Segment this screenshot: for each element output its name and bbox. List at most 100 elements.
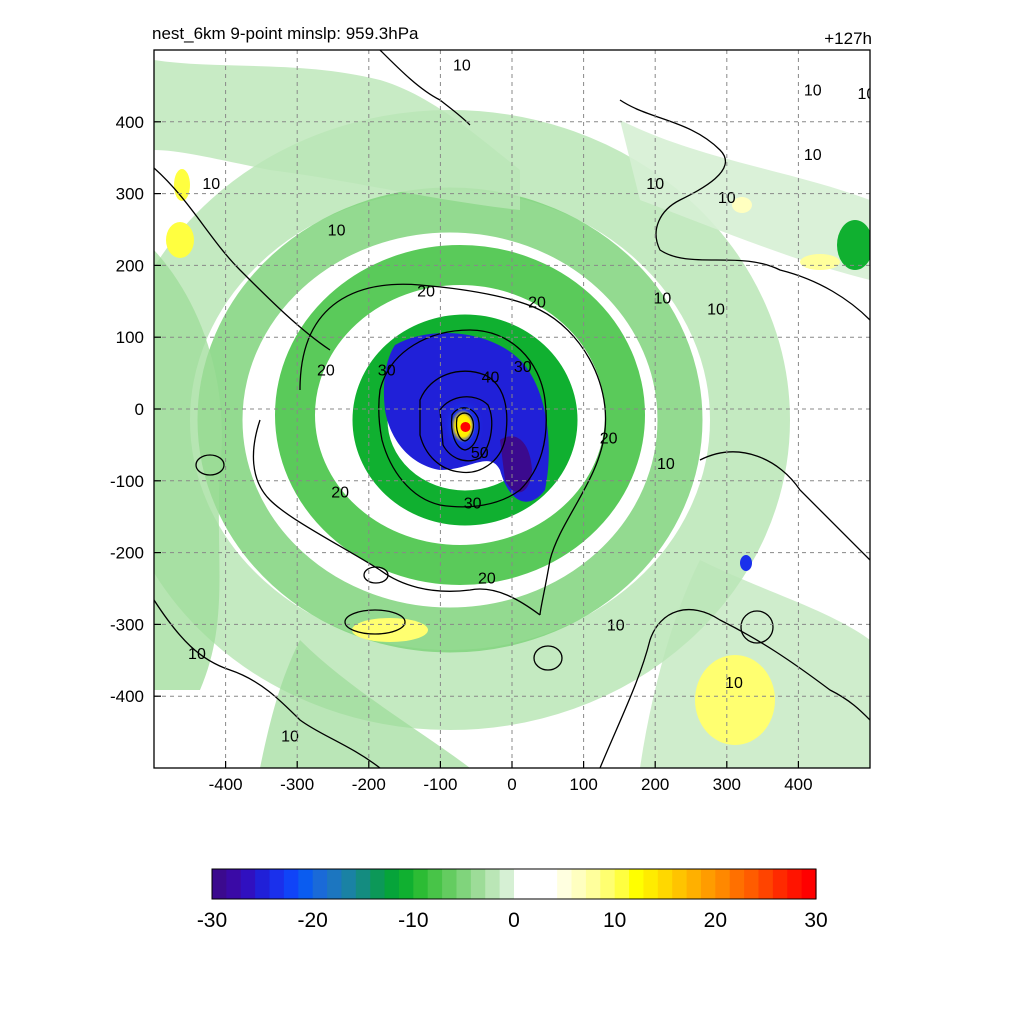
field-yellow-5 [800, 254, 840, 270]
contour-label: 30 [514, 359, 532, 376]
contour-label: 20 [317, 363, 335, 380]
contour-label: 10 [657, 456, 675, 473]
contour-label: 30 [464, 495, 482, 512]
contour-line-small-1 [344, 609, 406, 635]
contour-label: 10 [328, 223, 346, 240]
contour-label: 20 [331, 485, 349, 502]
colorbar-frame [211, 868, 817, 900]
colorbar-swatch [312, 869, 328, 899]
colorbar-swatch [226, 869, 242, 899]
contour-label: 10 [188, 646, 206, 663]
x-tick-label: 200 [641, 775, 669, 794]
contour-line-10-sw [154, 599, 381, 768]
colorbar-tick-label: 30 [804, 909, 827, 932]
y-tick-label: 300 [116, 185, 144, 204]
colorbar-swatch [528, 869, 544, 899]
contour-line-small-5 [195, 454, 225, 476]
x-tick-label: 0 [507, 775, 516, 794]
y-tick-label: -200 [110, 544, 144, 563]
colorbar-tick-label: -20 [297, 909, 327, 932]
y-tick-label: -100 [110, 472, 144, 491]
colorbar-tick-label: 20 [704, 909, 727, 932]
contour-label: 20 [600, 431, 618, 448]
field-yellow-4 [695, 655, 775, 745]
colorbar-swatch [715, 869, 731, 899]
contour-label: 10 [725, 675, 743, 692]
field-yellow-2 [166, 222, 194, 258]
colorbar-swatch [485, 869, 501, 899]
x-tick-label: -100 [423, 775, 457, 794]
storm-center-layer [460, 421, 471, 432]
contour-line-core-1 [450, 407, 480, 451]
contour-line-core-2 [455, 412, 475, 442]
field-core-purple [500, 436, 532, 493]
field-patch-s [260, 640, 470, 768]
colorbar-swatch [672, 869, 688, 899]
colorbar-swatch [643, 869, 659, 899]
contour-label: 10 [707, 301, 725, 318]
colorbar-swatch [499, 869, 515, 899]
contour-label: 10 [804, 82, 822, 99]
colorbar-tick-label: 0 [508, 909, 520, 932]
contour-label: 10 [804, 147, 822, 164]
x-tick-label: 100 [569, 775, 597, 794]
contour-line-30 [378, 329, 547, 508]
colorbar-swatch [327, 869, 343, 899]
colorbar: -30 -20 -10 0 10 20 30 [197, 868, 828, 932]
field-patch-w [154, 250, 222, 690]
contour-label: 10 [653, 291, 671, 308]
contour-label: 10 [607, 617, 625, 634]
contour-line-50 [439, 396, 493, 462]
colorbar-swatch [729, 869, 745, 899]
colorbar-swatch [744, 869, 760, 899]
colorbar-swatch [240, 869, 256, 899]
colorbar-swatch [269, 869, 285, 899]
contour-line-small-3 [740, 610, 774, 644]
colorbar-swatch [298, 869, 314, 899]
colorbar-swatch [801, 869, 817, 899]
y-tick-label: -400 [110, 687, 144, 706]
colorbar-swatch [700, 869, 716, 899]
colorbar-swatch [542, 869, 558, 899]
colorbar-tick-label: 10 [603, 909, 626, 932]
storm-center-marker [460, 421, 471, 432]
colorbar-swatch [600, 869, 616, 899]
colorbar-swatch [212, 869, 227, 899]
field-green-7 [837, 220, 870, 270]
field-blue-8 [740, 555, 752, 571]
contour-line-small-4 [363, 566, 389, 584]
y-tick-label: 100 [116, 328, 144, 347]
y-tick-label: 400 [116, 113, 144, 132]
contour-label: 30 [378, 363, 396, 380]
colorbar-swatch [427, 869, 443, 899]
colorbar-swatch [384, 869, 400, 899]
colorbar-swatch [657, 869, 673, 899]
colorbar-swatch [470, 869, 486, 899]
contour-line-40 [419, 370, 508, 474]
colorbar-swatch [456, 869, 472, 899]
contour-label: 20 [478, 571, 496, 588]
contour-label: 20 [417, 284, 435, 301]
chart-title: nest_6km 9-point minslp: 959.3hPa [152, 24, 419, 43]
colorbar-swatch [585, 869, 601, 899]
x-tick-label: -300 [280, 775, 314, 794]
contour-label: 50 [471, 445, 489, 462]
colorbar-swatch [255, 869, 271, 899]
x-axis: -400 -300 -200 -100 0 100 200 300 400 [209, 761, 813, 794]
contour-label: 20 [528, 294, 546, 311]
contour-label-layer: 10 10 10 10 10 10 10 10 10 10 10 10 10 10 10 20 20 20 20 20… [188, 57, 870, 745]
colorbar-swatch [413, 869, 429, 899]
colorbar-swatch [758, 869, 774, 899]
shaded-field [154, 50, 870, 768]
colorbar-swatch [442, 869, 458, 899]
contour-label: 40 [482, 370, 500, 387]
colorbar-swatch [355, 869, 371, 899]
contour-line-10-e [699, 451, 870, 561]
y-axis: 400 300 200 100 0 -100 -200 -300 -400 [110, 113, 161, 706]
x-tick-label: 300 [713, 775, 741, 794]
colorbar-tick-label: -10 [398, 909, 428, 932]
contour-line-small-2 [533, 645, 563, 671]
y-tick-label: 200 [116, 256, 144, 275]
colorbar-swatch [514, 869, 529, 899]
